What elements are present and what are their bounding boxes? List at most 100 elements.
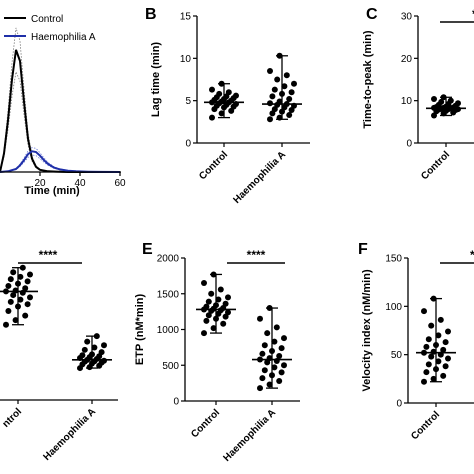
category-label-e-0: Control	[189, 407, 222, 440]
x-tick-label-a-1: 40	[74, 178, 86, 189]
y-axis-label-f: Velocity index (nM/min)	[361, 269, 373, 392]
data-point	[210, 271, 217, 278]
data-point	[281, 83, 288, 90]
data-point	[425, 336, 432, 343]
data-point	[430, 348, 437, 355]
panel-letter-c: C	[366, 6, 378, 23]
panel-e: E 0 500 1000 1500 2000 ETP (nM*min) Control Haem…	[134, 241, 300, 464]
data-point	[27, 271, 33, 278]
data-point	[209, 114, 215, 121]
y-tick-label-e-4: 2000	[157, 254, 180, 265]
legend-label-0: Control	[31, 14, 63, 25]
y-tick-label-c-1: 10	[401, 96, 413, 107]
data-point	[81, 346, 88, 353]
data-point	[271, 338, 278, 345]
data-point	[430, 295, 437, 302]
category-label-b-0: Control	[197, 149, 230, 182]
data-point	[12, 287, 19, 294]
group-d-1	[72, 333, 112, 372]
data-point	[433, 366, 439, 373]
panel-letter-e: E	[142, 241, 153, 258]
data-point	[213, 302, 219, 309]
data-point	[286, 112, 293, 119]
data-point	[17, 296, 24, 303]
data-point	[435, 332, 442, 339]
data-point	[7, 298, 14, 305]
panel-letter-f: F	[358, 241, 368, 258]
data-point	[421, 378, 427, 385]
data-point	[431, 95, 437, 102]
data-point	[10, 269, 17, 276]
data-point	[271, 364, 278, 371]
data-point	[264, 330, 271, 337]
panel-letter-b: B	[145, 6, 157, 23]
data-point	[421, 308, 427, 315]
panel-d: ntrol Haemophilia A ****	[0, 248, 118, 463]
data-point	[286, 95, 293, 102]
data-point	[276, 98, 283, 105]
data-point	[440, 372, 447, 379]
y-tick-label-f-1: 50	[391, 350, 403, 361]
series-envelope-0-0	[0, 70, 120, 173]
data-point	[274, 76, 281, 83]
data-point	[225, 89, 232, 96]
data-point	[19, 264, 26, 271]
data-point	[201, 280, 207, 287]
y-tick-label-e-2: 1000	[157, 325, 180, 336]
category-label-f-0: Control	[409, 409, 442, 442]
data-point	[22, 285, 29, 292]
x-tick-label-a-0: 20	[34, 178, 46, 189]
data-point	[276, 377, 283, 384]
y-tick-label-b-3: 15	[180, 12, 192, 23]
group-f-0	[416, 295, 456, 385]
y-tick-label-f-2: 100	[385, 302, 402, 313]
data-point	[24, 301, 31, 308]
category-label-c-0: Control	[419, 149, 452, 182]
significance-label-d: ****	[39, 248, 58, 262]
category-label-b-1: Haemophilia A	[231, 149, 288, 206]
y-tick-label-f-3: 150	[385, 254, 402, 265]
data-point	[428, 353, 435, 360]
data-point	[79, 352, 86, 359]
y-tick-label-b-2: 10	[180, 54, 192, 65]
data-point	[259, 375, 266, 382]
panel-a: 20 40 60 Time (min) Control Haemophilia A	[0, 14, 126, 197]
data-point	[101, 342, 107, 349]
data-point	[210, 325, 217, 332]
y-tick-label-f-0: 0	[396, 399, 402, 410]
data-point	[208, 290, 215, 297]
data-point	[278, 345, 285, 352]
y-tick-label-c-2: 20	[401, 54, 413, 65]
data-point	[266, 381, 273, 388]
data-point	[222, 300, 229, 307]
data-point	[84, 338, 91, 345]
data-point	[5, 308, 12, 315]
legend-label-1: Haemophilia A	[31, 32, 96, 43]
data-point	[281, 335, 287, 342]
data-point	[257, 315, 263, 322]
data-point	[17, 273, 24, 280]
category-label-d-1: Haemophilia A	[41, 406, 98, 463]
data-point	[271, 86, 278, 93]
data-point	[215, 296, 222, 303]
data-point	[279, 90, 285, 97]
data-point	[213, 315, 219, 322]
data-point	[423, 343, 430, 350]
data-point	[257, 385, 263, 392]
category-label-d-0: ntrol	[1, 406, 25, 430]
y-tick-label-b-0: 0	[185, 139, 191, 150]
y-axis-label-e: ETP (nM*min)	[134, 294, 146, 366]
data-point	[217, 286, 224, 293]
data-point	[93, 333, 100, 340]
y-tick-label-e-1: 500	[162, 361, 179, 372]
y-tick-label-c-0: 0	[406, 139, 412, 150]
group-e-1	[252, 305, 292, 392]
data-point	[5, 282, 12, 289]
data-point	[7, 276, 14, 283]
data-point	[283, 72, 290, 79]
data-point	[267, 116, 273, 123]
data-point	[423, 369, 430, 376]
data-point	[218, 80, 225, 87]
y-tick-label-e-0: 0	[173, 397, 179, 408]
data-point	[203, 303, 210, 310]
